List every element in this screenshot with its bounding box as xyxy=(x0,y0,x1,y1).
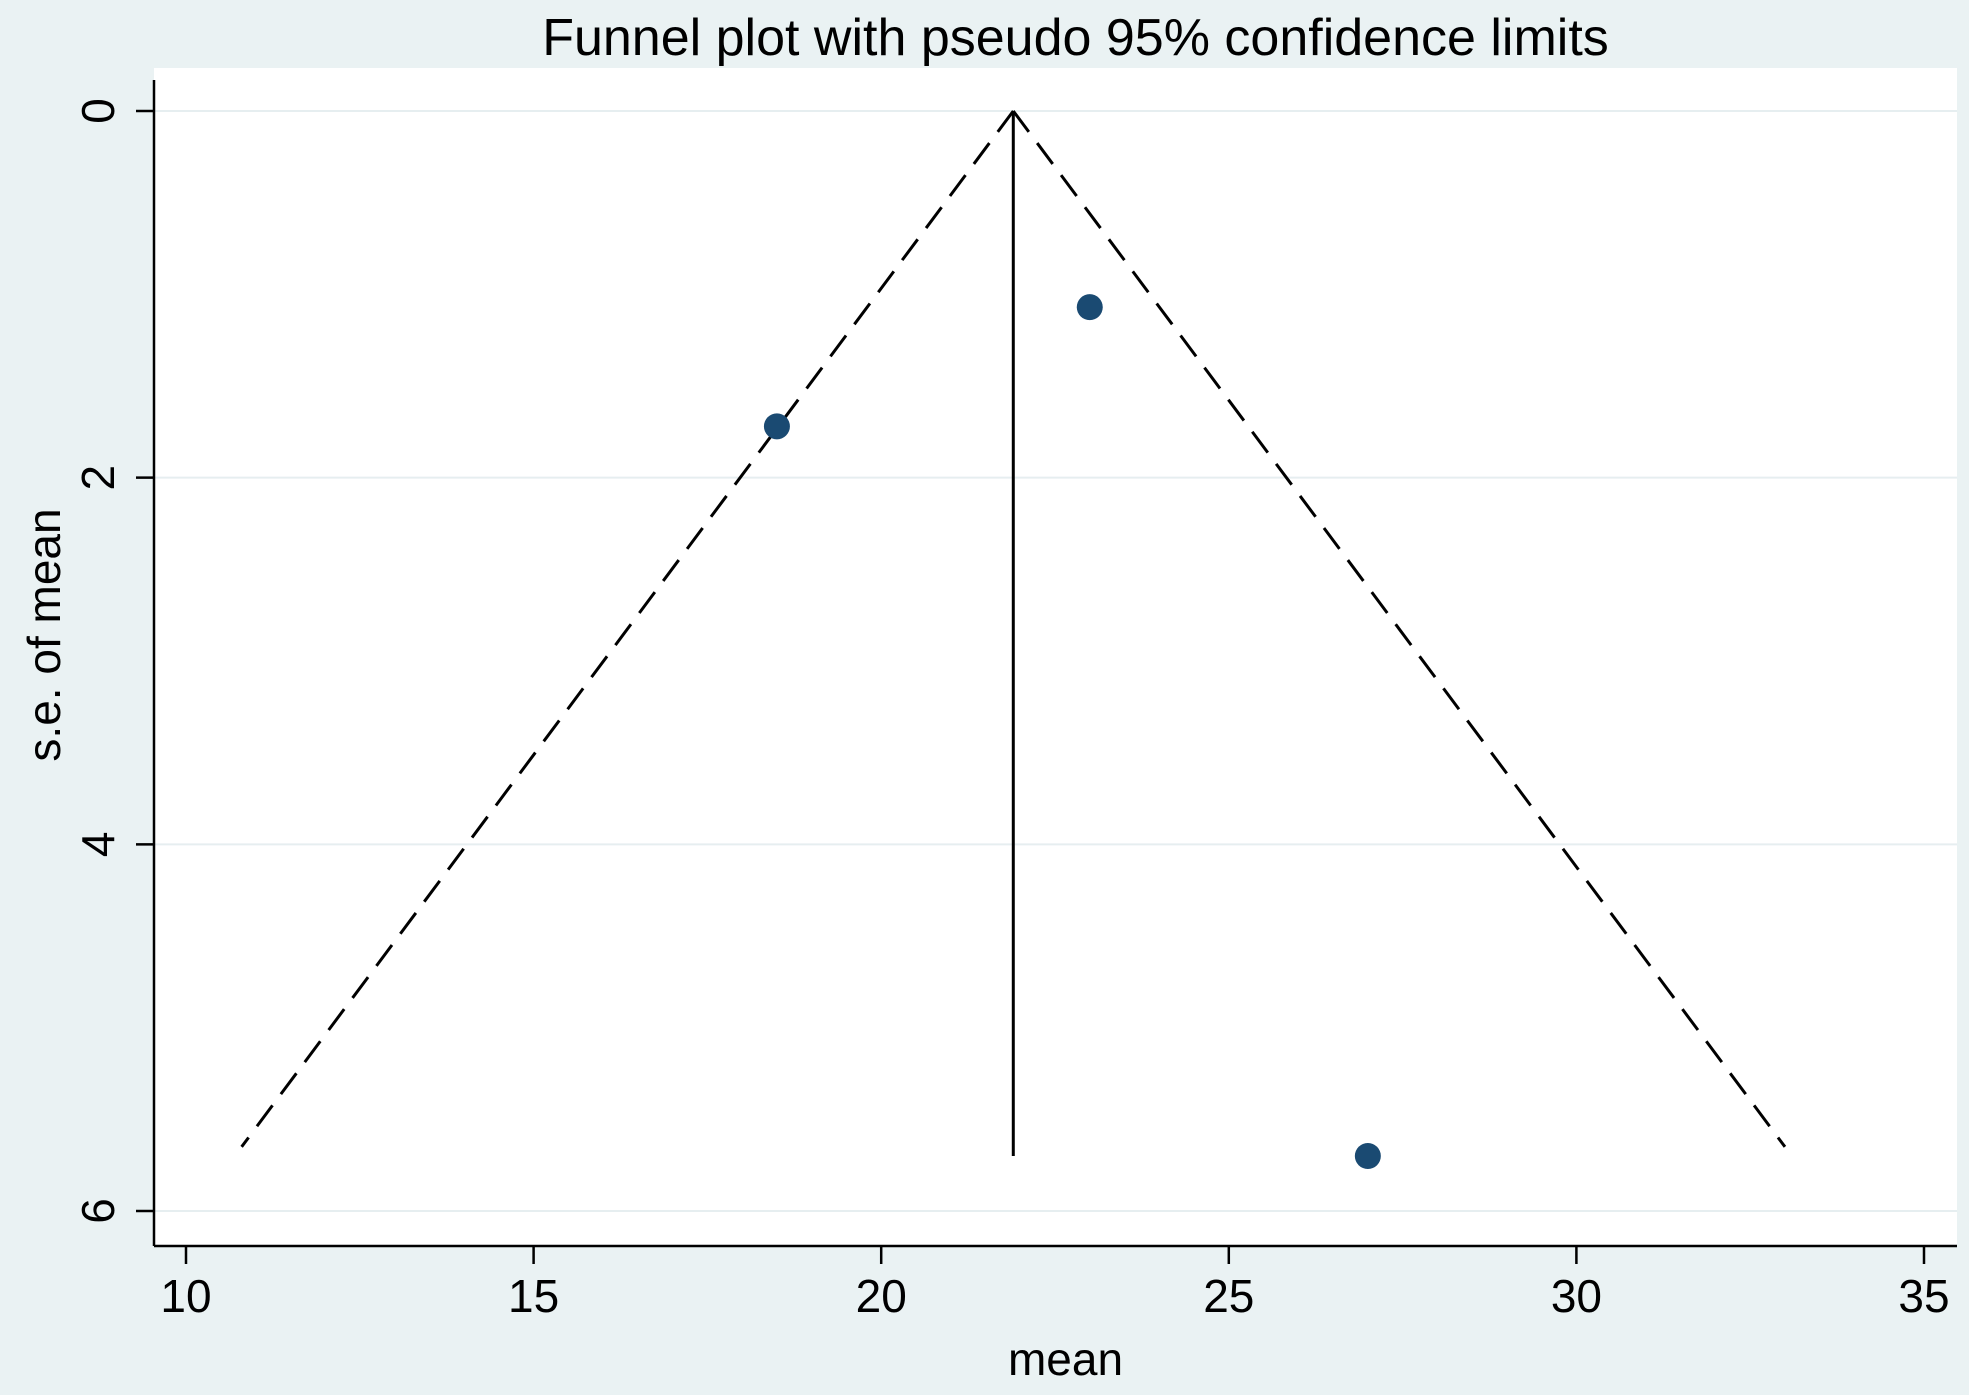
x-tick-label-35: 35 xyxy=(1898,1270,1949,1322)
plot-area xyxy=(154,68,1957,1246)
axes: 10 15 20 25 30 35 0 2 4 6 xyxy=(72,80,1957,1322)
y-tick-label-4: 4 xyxy=(72,832,124,858)
x-tick-label-10: 10 xyxy=(160,1270,211,1322)
data-points xyxy=(763,294,1381,1169)
gridlines xyxy=(154,110,1957,1212)
data-point-3 xyxy=(1354,1143,1381,1169)
confidence-limit-left xyxy=(240,110,1015,1148)
data-point-1 xyxy=(763,413,790,440)
x-tick-label-25: 25 xyxy=(1203,1270,1254,1322)
confidence-limit-right xyxy=(1012,110,1787,1148)
x-tick-label-20: 20 xyxy=(856,1270,907,1322)
y-tick-label-6: 6 xyxy=(72,1198,124,1224)
x-tick-label-30: 30 xyxy=(1551,1270,1602,1322)
x-tick-label-15: 15 xyxy=(508,1270,559,1322)
data-point-2 xyxy=(1076,294,1103,321)
y-tick-label-2: 2 xyxy=(72,465,124,491)
chart-title: Funnel plot with pseudo 95% confidence l… xyxy=(542,9,1609,67)
y-tick-label-0: 0 xyxy=(72,98,124,124)
x-axis-label: mean xyxy=(1008,1333,1123,1385)
funnel-lines xyxy=(240,110,1787,1156)
y-axis-label: s.e. of mean xyxy=(18,508,70,761)
